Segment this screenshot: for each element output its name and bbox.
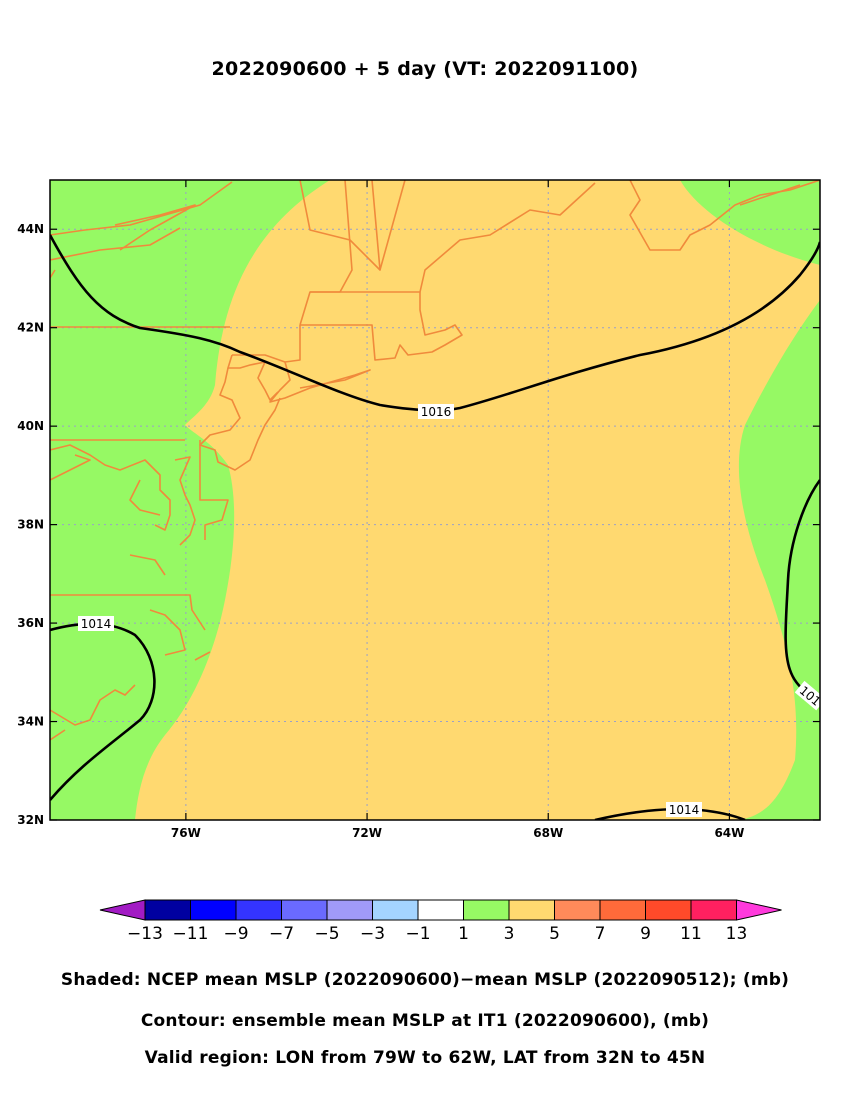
contour-label-1016: 1016	[418, 404, 454, 419]
axis-labels: 76W 72W 68W 64W 32N 34N 36N 38N 40N 42N 44N	[17, 222, 744, 840]
colorbar-tick-label: −11	[173, 924, 209, 944]
colorbar-swatch	[690, 899, 737, 921]
colorbar-swatch	[508, 899, 555, 921]
plot-title: 2022090600 + 5 day (VT: 2022091100)	[211, 58, 639, 80]
contour-label-1014-west: 1014	[78, 616, 114, 631]
colorbar: −13 −11 −9 −7 −5 −3 −1 1 3 5 7 9 11 13	[99, 899, 782, 944]
colorbar-tick-label: 7	[595, 924, 606, 944]
lon-tick-label: 64W	[714, 826, 744, 840]
colorbar-swatch	[599, 899, 646, 921]
contour-1014-east	[784, 479, 820, 701]
lat-tick-label: 32N	[17, 813, 44, 827]
grid-lines	[50, 180, 820, 820]
lat-tick-label: 40N	[17, 419, 44, 433]
colorbar-arrow-right	[736, 899, 782, 921]
colorbar-tick-label: −7	[269, 924, 294, 944]
contour-label-1014-south: 1014	[666, 802, 702, 817]
colorbar-swatch	[235, 899, 282, 921]
lon-tick-label: 76W	[171, 826, 201, 840]
colorbar-swatch	[190, 899, 237, 921]
colorbar-tick-label: 5	[549, 924, 560, 944]
lat-tick-label: 42N	[17, 321, 44, 335]
map-plot: 1016 1014 1014 101 76W 72W 68W 64W32N34N36N…	[17, 179, 824, 840]
axis-ticks	[50, 180, 820, 821]
colorbar-swatch	[417, 899, 464, 921]
map-frame	[49, 179, 821, 821]
colorbar-swatch	[144, 899, 191, 921]
colorbar-swatch	[372, 899, 419, 921]
colorbar-tick-label: 1	[458, 924, 469, 944]
coastlines	[50, 180, 820, 741]
colorbar-arrow-left	[99, 899, 146, 921]
caption-contour: Contour: ensemble mean MSLP at IT1 (2022…	[140, 1011, 710, 1031]
colorbar-tick-label: −9	[223, 924, 248, 944]
colorbar-swatch	[645, 899, 692, 921]
caption-region: Valid region: LON from 79W to 62W, LAT f…	[144, 1048, 706, 1068]
lat-tick-label: 36N	[17, 616, 44, 630]
contour-label-1016-text: 1016	[421, 405, 452, 419]
colorbar-tick-label: 3	[504, 924, 515, 944]
colorbar-tick-label: 13	[726, 924, 748, 944]
caption-shaded: Shaded: NCEP mean MSLP (2022090600)−mean…	[60, 970, 790, 990]
lat-tick-label: 44N	[17, 222, 44, 236]
contour-label-1014-west-text: 1014	[81, 617, 112, 631]
colorbar-swatch	[554, 899, 601, 921]
lon-tick-label: 72W	[352, 826, 382, 840]
colorbar-tick-label: 11	[680, 924, 702, 944]
lat-tick-label: 38N	[17, 518, 44, 532]
colorbar-tick-label: −5	[314, 924, 339, 944]
colorbar-tick-label: 9	[640, 924, 651, 944]
colorbar-tick-label: −13	[127, 924, 163, 944]
lat-tick-label: 34N	[17, 715, 44, 729]
shade-region-yellow	[135, 180, 820, 820]
colorbar-swatch	[463, 899, 510, 921]
contour-label-1014-south-text: 1014	[669, 803, 700, 817]
colorbar-swatch	[281, 899, 328, 921]
colorbar-swatch	[326, 899, 373, 921]
lon-tick-label: 68W	[533, 826, 563, 840]
colorbar-tick-label: −1	[405, 924, 430, 944]
colorbar-tick-label: −3	[360, 924, 385, 944]
